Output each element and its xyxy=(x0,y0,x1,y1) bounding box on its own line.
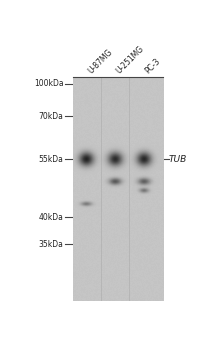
Text: U-87MG: U-87MG xyxy=(86,48,114,76)
Text: 55kDa: 55kDa xyxy=(39,155,63,164)
Text: 100kDa: 100kDa xyxy=(34,79,63,88)
Text: 40kDa: 40kDa xyxy=(39,213,63,222)
Text: U-251MG: U-251MG xyxy=(115,44,146,76)
Text: 35kDa: 35kDa xyxy=(39,240,63,248)
Text: 70kDa: 70kDa xyxy=(39,112,63,121)
Text: TUB: TUB xyxy=(169,155,187,164)
Text: PC-3: PC-3 xyxy=(143,57,162,76)
